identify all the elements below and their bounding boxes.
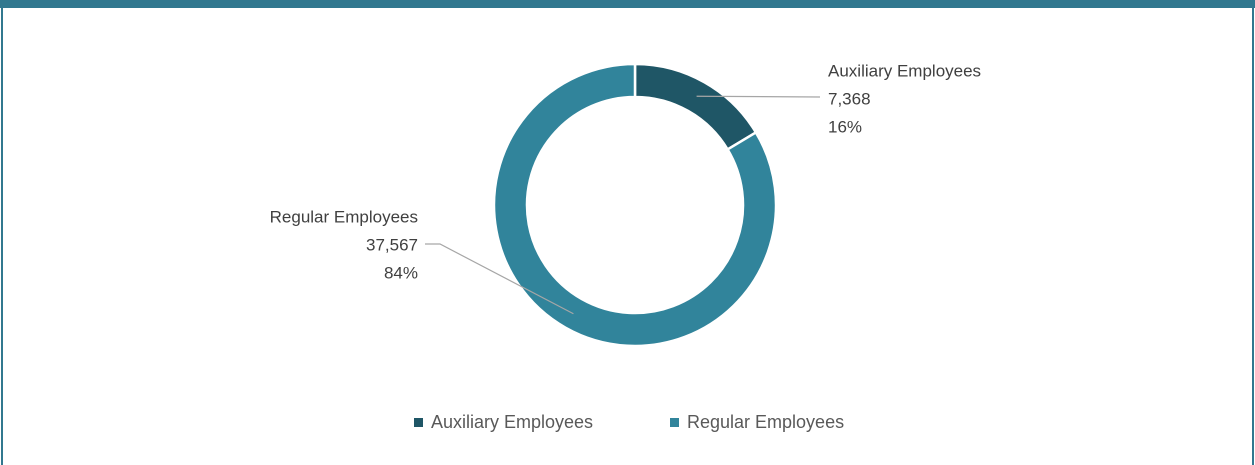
legend-label: Auxiliary Employees — [431, 412, 593, 432]
data-label-value: 7,368 — [828, 89, 871, 108]
legend-swatch — [670, 418, 679, 427]
data-label-name: Regular Employees — [270, 207, 418, 226]
data-label-percent: 84% — [384, 263, 418, 282]
data-label-value: 37,567 — [366, 235, 418, 254]
legend-label: Regular Employees — [687, 412, 844, 432]
leader-line — [696, 95, 821, 98]
donut-slice — [633, 62, 758, 152]
data-label-name: Auxiliary Employees — [828, 61, 981, 80]
data-label-percent: 16% — [828, 117, 862, 136]
legend-swatch — [414, 418, 423, 427]
donut-slice — [492, 62, 778, 348]
leader-line — [425, 243, 574, 315]
top-bar — [0, 0, 1255, 8]
